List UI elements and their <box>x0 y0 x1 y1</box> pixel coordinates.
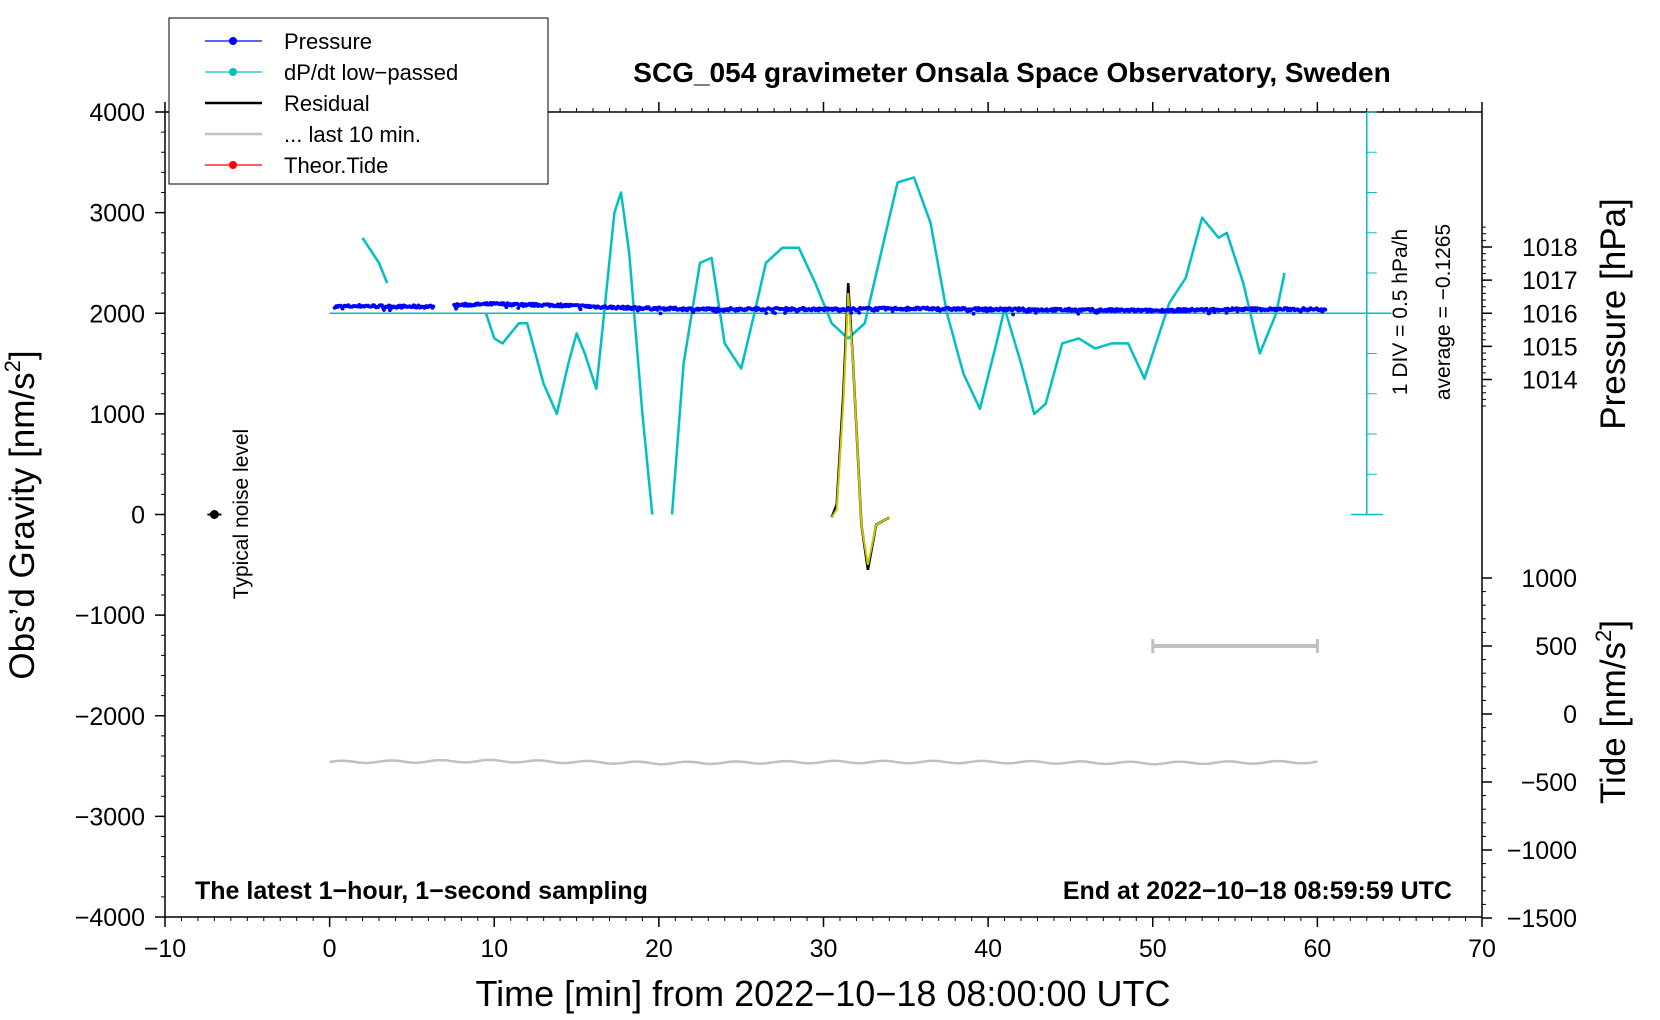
series-residual-filtered-line <box>832 293 1318 565</box>
y-tick-label: −2000 <box>75 703 145 731</box>
pressure-point <box>454 306 458 311</box>
legend-swatch-marker <box>229 68 237 76</box>
y-tick-label: 3000 <box>89 200 145 228</box>
tide-tick-label: −1500 <box>1507 905 1577 933</box>
pressure-point <box>431 304 436 309</box>
plot-frame <box>164 111 1483 918</box>
y-tick-label: 1000 <box>89 401 145 429</box>
legend-label: Theor.Tide <box>284 153 388 178</box>
x-tick-label: 40 <box>974 935 1002 963</box>
x-tick-label: 50 <box>1139 935 1167 963</box>
legend-label: Pressure <box>284 29 372 54</box>
noise-level-point <box>209 510 219 519</box>
y-axis-label-tide-sup: 2 <box>1591 630 1616 642</box>
pressure-tick-label: 1015 <box>1522 333 1578 361</box>
pressure-point <box>764 311 769 315</box>
y-axis-label-gravity-end: ] <box>3 350 42 360</box>
dpdt-average-label: average = −0.1265 <box>1432 224 1455 400</box>
legend-label: Residual <box>284 91 370 116</box>
x-tick-label: 20 <box>645 935 673 963</box>
y-tick-label: −1000 <box>75 602 145 630</box>
series-layer <box>207 111 1392 766</box>
x-tick-label: 30 <box>810 935 838 963</box>
pressure-point <box>658 311 663 316</box>
tide-tick-label: 500 <box>1535 633 1577 661</box>
pressure-point <box>578 307 583 312</box>
x-tick-label: 0 <box>323 935 337 963</box>
pressure-point <box>783 311 787 315</box>
x-tick-label: −10 <box>144 935 186 963</box>
y-axis-label-gravity: Obs’d Gravity [nm/s2] <box>0 350 42 679</box>
y-axis-label-pressure: Pressure [hPa] <box>1594 198 1633 430</box>
dpdt-scale-label: 1 DIV = 0.5 hPa/h <box>1389 229 1412 395</box>
y-tick-label: 0 <box>131 502 145 530</box>
y-axis-label-tide: Tide [nm/s2] <box>1591 620 1633 804</box>
pressure-tick-label: 1018 <box>1522 234 1578 262</box>
legend-swatch-marker <box>229 37 237 45</box>
pressure-point <box>1224 311 1229 315</box>
y-tick-label: −4000 <box>75 904 145 932</box>
series-last-10-min-line <box>329 758 1318 766</box>
pressure-point <box>1011 312 1015 317</box>
tide-tick-label: −500 <box>1521 769 1577 797</box>
y-axis-label-tide-end: ] <box>1594 620 1633 630</box>
tide-tick-label: 0 <box>1563 701 1577 729</box>
pressure-point <box>857 310 861 315</box>
noise-level-label: Typical noise level <box>230 429 253 599</box>
pressure-point <box>971 311 976 316</box>
legend-box <box>168 17 549 185</box>
pressure-tick-label: 1016 <box>1522 300 1578 328</box>
y-tick-label: 2000 <box>89 300 145 328</box>
y-tick-label: 4000 <box>89 99 145 127</box>
pressure-tick-label: 1017 <box>1522 267 1578 295</box>
x-tick-label: 60 <box>1303 935 1331 963</box>
x-axis-label: Time [min] from 2022−10−18 08:00:00 UTC <box>475 973 1170 1014</box>
pressure-point <box>1034 311 1038 315</box>
pressure-point <box>713 310 718 314</box>
pressure-point <box>773 311 777 315</box>
y-tick-label: −3000 <box>75 803 145 831</box>
tide-tick-label: 1000 <box>1521 565 1577 593</box>
series-residual-line <box>832 283 1318 570</box>
x-tick-label: 70 <box>1468 935 1496 963</box>
pressure-tick-label: 1014 <box>1522 367 1578 395</box>
pressure-point <box>1076 311 1081 316</box>
axis-ticks: −10 0 10 20 30 40 50 60 70 4000 3000 2000 1000 0 −1000… <box>75 99 1578 963</box>
series-pressure-points <box>332 301 1328 317</box>
legend-items: Pressure dP/dt low−passed Residual ... last… <box>205 29 458 178</box>
legend-swatch-marker <box>229 161 237 169</box>
annotation-end-time: End at 2022−10−18 08:59:59 UTC <box>1063 877 1452 905</box>
legend-label: ... last 10 min. <box>284 122 421 147</box>
x-tick-label: 10 <box>480 935 508 963</box>
y-axis-label-gravity-sup: 2 <box>0 360 25 372</box>
annotation-sampling: The latest 1−hour, 1−second sampling <box>195 877 648 905</box>
pressure-point <box>849 311 854 315</box>
pressure-point <box>382 308 386 312</box>
pressure-point <box>1207 310 1212 315</box>
legend-label: dP/dt low−passed <box>284 60 458 85</box>
series-dpdt-line <box>361 176 1286 515</box>
pressure-point <box>1323 307 1328 312</box>
tide-tick-label: −1000 <box>1507 837 1577 865</box>
chart-title: SCG_054 gravimeter Onsala Space Observat… <box>633 57 1390 88</box>
legend: Pressure dP/dt low−passed Residual ... last… <box>168 17 549 185</box>
